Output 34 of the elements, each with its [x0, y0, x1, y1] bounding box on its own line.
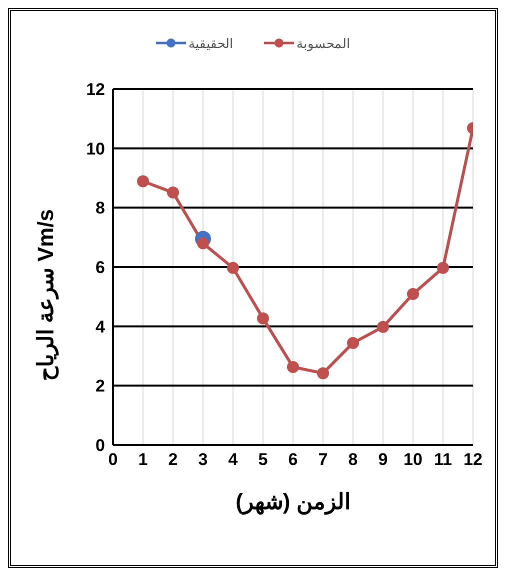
x-tick-label: 5: [258, 450, 268, 470]
point: [167, 186, 179, 199]
y-tick-label: 4: [96, 317, 106, 336]
point: [227, 262, 239, 274]
y-tick-label: 2: [96, 376, 105, 396]
x-tick-label: 12: [464, 450, 482, 470]
y-tick-label: 10: [86, 139, 105, 158]
x-tick-label: 2: [168, 450, 178, 470]
x-axis-title: الزمن (شهر): [236, 489, 350, 515]
x-tick-label: 11: [434, 450, 452, 470]
legend-label: الحقيقية: [188, 36, 234, 50]
point: [347, 336, 359, 349]
y-axis-title: سرعة الرياح Vm/s: [33, 209, 60, 381]
point: [437, 262, 449, 274]
point: [377, 320, 389, 333]
point: [257, 312, 269, 324]
x-tick-label: 1: [138, 450, 148, 470]
point: [137, 175, 149, 188]
point: [317, 367, 329, 380]
legend-label: المحسوبة: [296, 36, 350, 50]
point: [287, 360, 299, 373]
point: [407, 288, 419, 300]
y-tick-label: 0: [96, 436, 105, 456]
x-tick-label: 8: [348, 450, 358, 470]
x-tick-label: 9: [378, 450, 388, 470]
x-tick-label: 7: [318, 450, 328, 470]
x-tick-label: 0: [108, 450, 118, 470]
x-tick-label: 4: [228, 450, 238, 470]
y-tick-label: 8: [96, 198, 105, 218]
x-tick-label: 10: [404, 450, 422, 470]
x-tick-label: 6: [288, 450, 298, 470]
y-tick-label: 12: [86, 80, 105, 100]
x-tick-label: 3: [198, 450, 208, 470]
y-tick-label: 6: [96, 258, 105, 278]
